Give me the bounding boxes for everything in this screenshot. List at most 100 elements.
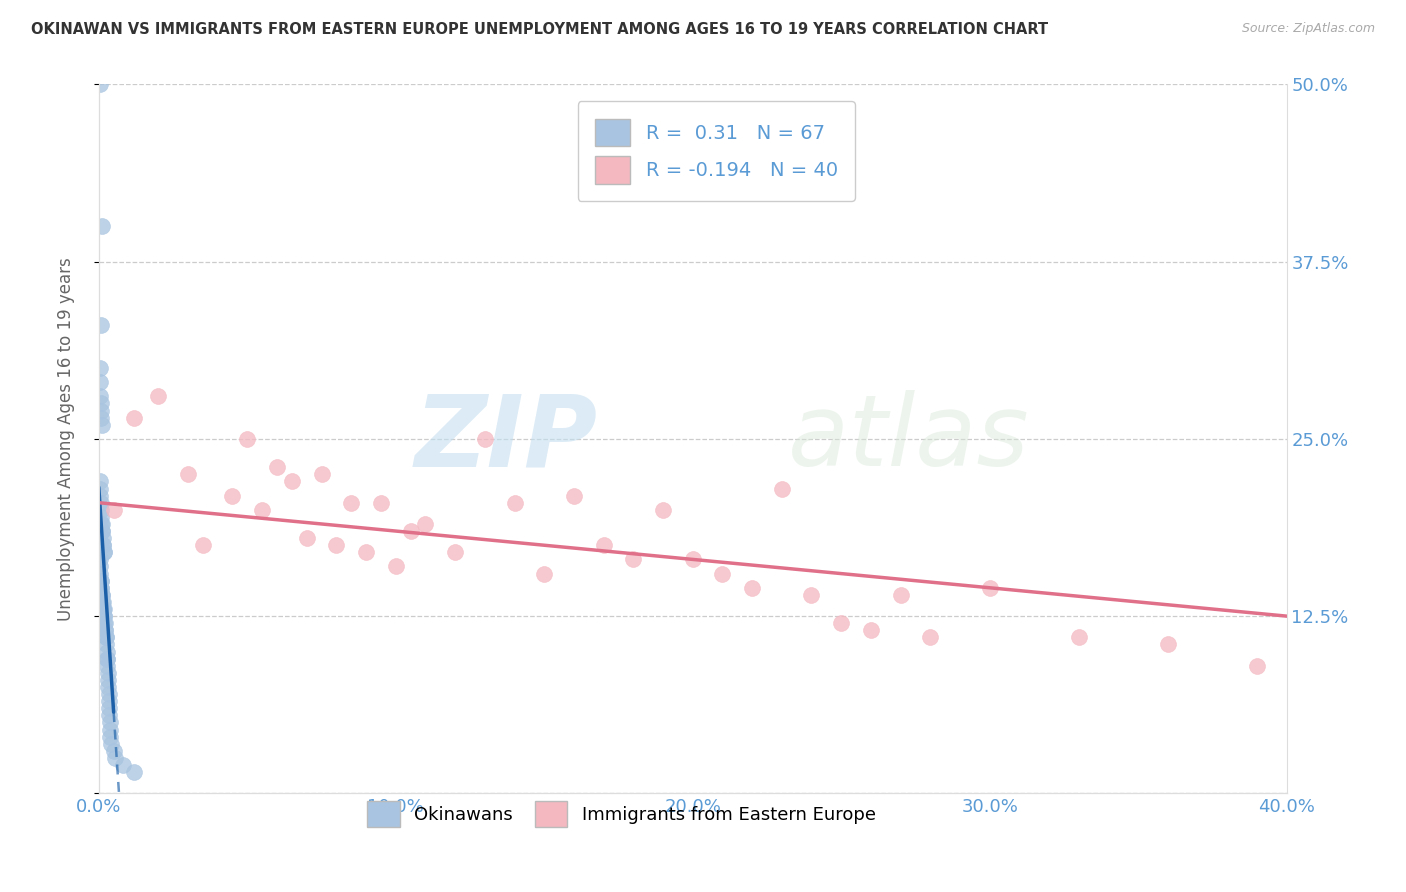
Point bbox=[97, 680, 120, 694]
Point bbox=[859, 624, 882, 638]
Point bbox=[98, 708, 121, 723]
Point bbox=[90, 574, 112, 588]
Point bbox=[93, 609, 115, 624]
Point bbox=[770, 482, 793, 496]
Point bbox=[474, 432, 496, 446]
Point bbox=[89, 78, 111, 92]
Point bbox=[89, 559, 111, 574]
Point bbox=[1157, 638, 1180, 652]
Point bbox=[96, 658, 118, 673]
Point bbox=[89, 361, 111, 376]
Point bbox=[979, 581, 1001, 595]
Point bbox=[399, 524, 422, 538]
Point bbox=[91, 602, 114, 616]
Point bbox=[354, 545, 377, 559]
Point bbox=[503, 496, 526, 510]
Point bbox=[103, 744, 125, 758]
Point bbox=[90, 574, 112, 588]
Point bbox=[370, 496, 392, 510]
Text: OKINAWAN VS IMMIGRANTS FROM EASTERN EUROPE UNEMPLOYMENT AMONG AGES 16 TO 19 YEAR: OKINAWAN VS IMMIGRANTS FROM EASTERN EURO… bbox=[31, 22, 1047, 37]
Point bbox=[100, 737, 122, 751]
Point bbox=[89, 375, 111, 389]
Point bbox=[90, 503, 112, 517]
Point bbox=[90, 516, 112, 531]
Point bbox=[652, 503, 675, 517]
Point bbox=[148, 389, 170, 403]
Point bbox=[124, 410, 146, 425]
Point bbox=[104, 751, 127, 765]
Point bbox=[592, 538, 614, 552]
Point bbox=[89, 552, 111, 566]
Point bbox=[91, 588, 114, 602]
Point bbox=[444, 545, 467, 559]
Point bbox=[384, 559, 406, 574]
Point bbox=[920, 631, 942, 645]
Point bbox=[562, 489, 585, 503]
Point bbox=[1246, 658, 1268, 673]
Point bbox=[236, 432, 259, 446]
Point bbox=[295, 531, 318, 545]
Point bbox=[94, 631, 117, 645]
Point bbox=[96, 638, 118, 652]
Point bbox=[93, 616, 115, 631]
Point bbox=[97, 665, 120, 680]
Point bbox=[103, 503, 125, 517]
Point bbox=[741, 581, 763, 595]
Point bbox=[93, 609, 115, 624]
Point bbox=[96, 651, 118, 665]
Point bbox=[94, 624, 117, 638]
Point bbox=[91, 595, 114, 609]
Point bbox=[1067, 631, 1090, 645]
Point bbox=[96, 644, 118, 658]
Point bbox=[266, 460, 288, 475]
Point bbox=[191, 538, 214, 552]
Point bbox=[98, 701, 121, 715]
Point bbox=[90, 396, 112, 410]
Point bbox=[311, 467, 333, 482]
Point bbox=[91, 602, 114, 616]
Point bbox=[90, 581, 112, 595]
Point bbox=[97, 687, 120, 701]
Point bbox=[98, 723, 121, 737]
Text: atlas: atlas bbox=[787, 391, 1029, 487]
Point bbox=[93, 616, 115, 631]
Point bbox=[340, 496, 363, 510]
Point bbox=[711, 566, 734, 581]
Point bbox=[830, 616, 852, 631]
Point bbox=[100, 730, 122, 744]
Point bbox=[177, 467, 200, 482]
Point bbox=[90, 509, 112, 524]
Point bbox=[90, 581, 112, 595]
Point bbox=[90, 496, 112, 510]
Point bbox=[93, 545, 115, 559]
Point bbox=[124, 765, 146, 780]
Point bbox=[800, 588, 823, 602]
Point bbox=[90, 318, 112, 333]
Point bbox=[89, 475, 111, 489]
Point bbox=[621, 552, 644, 566]
Text: Source: ZipAtlas.com: Source: ZipAtlas.com bbox=[1241, 22, 1375, 36]
Point bbox=[91, 538, 114, 552]
Text: ZIP: ZIP bbox=[415, 391, 598, 487]
Point bbox=[93, 602, 115, 616]
Point bbox=[93, 545, 115, 559]
Point bbox=[682, 552, 704, 566]
Point bbox=[91, 595, 114, 609]
Point bbox=[221, 489, 243, 503]
Point bbox=[91, 524, 114, 538]
Point bbox=[89, 566, 111, 581]
Point bbox=[91, 524, 114, 538]
Point bbox=[415, 516, 437, 531]
Point bbox=[533, 566, 555, 581]
Point bbox=[94, 631, 117, 645]
Point bbox=[90, 588, 112, 602]
Point bbox=[91, 417, 114, 432]
Point bbox=[97, 694, 120, 708]
Point bbox=[90, 410, 112, 425]
Point bbox=[250, 503, 273, 517]
Legend: Okinawans, Immigrants from Eastern Europe: Okinawans, Immigrants from Eastern Europ… bbox=[360, 794, 883, 834]
Point bbox=[90, 219, 112, 234]
Point bbox=[90, 403, 112, 417]
Point bbox=[111, 758, 134, 772]
Point bbox=[96, 651, 118, 665]
